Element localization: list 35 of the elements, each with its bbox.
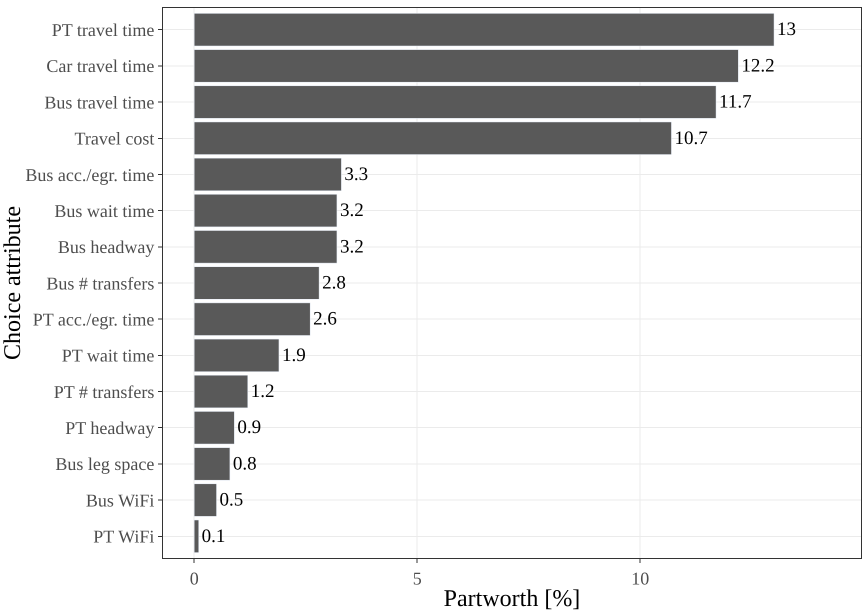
data-label: 0.5 <box>220 490 244 511</box>
data-label: 12.2 <box>741 55 775 76</box>
y-tick-label: Bus WiFi <box>86 490 154 510</box>
x-tick-label: 0 <box>190 568 199 589</box>
y-tick-label: PT travel time <box>52 20 154 40</box>
y-tick-label: PT wait time <box>62 346 154 366</box>
data-label: 11.7 <box>719 92 752 113</box>
data-label: 3.2 <box>340 236 364 258</box>
y-tick-label: PT headway <box>65 418 154 438</box>
y-tick-label: Bus headway <box>58 237 154 258</box>
data-label: 0.8 <box>232 453 257 474</box>
y-tick-label: Bus acc./egr. time <box>25 164 154 185</box>
data-label: 2.6 <box>313 308 337 330</box>
x-tick-label: 10 <box>631 568 650 589</box>
data-label: 0.9 <box>237 417 262 438</box>
y-tick-label: PT WiFi <box>93 526 154 547</box>
x-tick-label: 5 <box>412 568 422 589</box>
data-label: 10.7 <box>674 128 708 149</box>
y-tick-label: PT acc./egr. time <box>32 309 154 330</box>
data-label: 13 <box>777 19 796 40</box>
data-label: 2.8 <box>322 272 346 294</box>
x-axis-title: Partworth [%] <box>444 586 580 612</box>
y-tick-label: Bus travel time <box>44 92 154 112</box>
data-label: 1.2 <box>250 381 274 402</box>
y-axis-title: Choice attribute <box>0 206 26 360</box>
y-tick-label: Travel cost <box>74 128 154 149</box>
y-tick-label: Car travel time <box>46 56 154 76</box>
data-label: 3.2 <box>340 200 364 222</box>
data-label: 0.1 <box>202 526 226 547</box>
y-tick-label: PT # transfers <box>54 382 154 402</box>
data-label: 1.9 <box>282 344 306 366</box>
y-tick-label: Bus # transfers <box>46 273 154 294</box>
y-tick-label: Bus wait time <box>54 200 154 221</box>
y-tick-label: Bus leg space <box>55 454 154 474</box>
data-label: 3.3 <box>344 164 368 185</box>
